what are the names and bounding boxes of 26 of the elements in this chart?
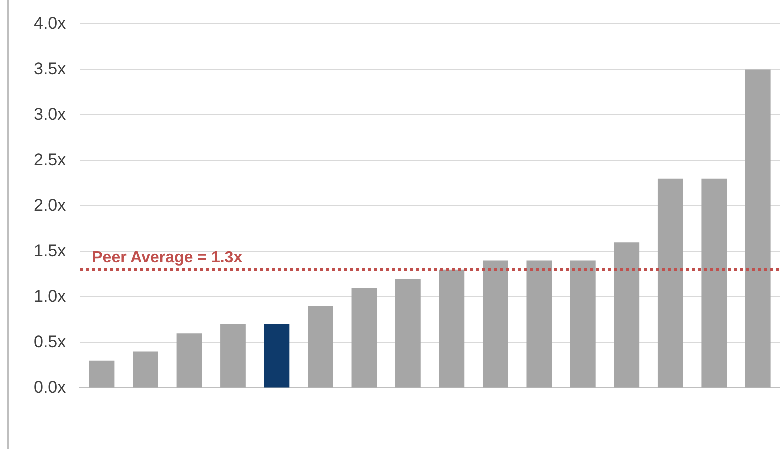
bar xyxy=(482,260,508,388)
y-tick-label: 2.5x xyxy=(34,150,67,170)
bar xyxy=(439,270,465,388)
y-tick-label: 1.0x xyxy=(34,286,67,306)
bar xyxy=(658,178,684,388)
bar xyxy=(570,260,596,388)
y-tick-label: 2.0x xyxy=(34,196,67,215)
bar xyxy=(396,279,421,388)
y-tick-label: 0.5x xyxy=(34,332,67,352)
bar xyxy=(352,288,378,388)
y-tick-label: 0.0x xyxy=(34,378,67,397)
bar xyxy=(526,260,552,388)
y-tick-label: 3.5x xyxy=(34,59,67,78)
bar xyxy=(176,334,202,388)
bar xyxy=(133,352,158,388)
y-tick-label: 1.5x xyxy=(34,241,67,260)
bar xyxy=(702,178,728,388)
ref-line-label: Peer Average = 1.3x xyxy=(92,249,243,266)
bar xyxy=(745,70,771,388)
bar xyxy=(89,360,115,388)
y-tick-label: 3.0x xyxy=(34,104,67,124)
y-tick-label: 4.0x xyxy=(34,14,67,33)
bar xyxy=(264,324,290,388)
bar xyxy=(220,324,246,388)
bar xyxy=(614,242,640,388)
bar xyxy=(308,306,334,388)
